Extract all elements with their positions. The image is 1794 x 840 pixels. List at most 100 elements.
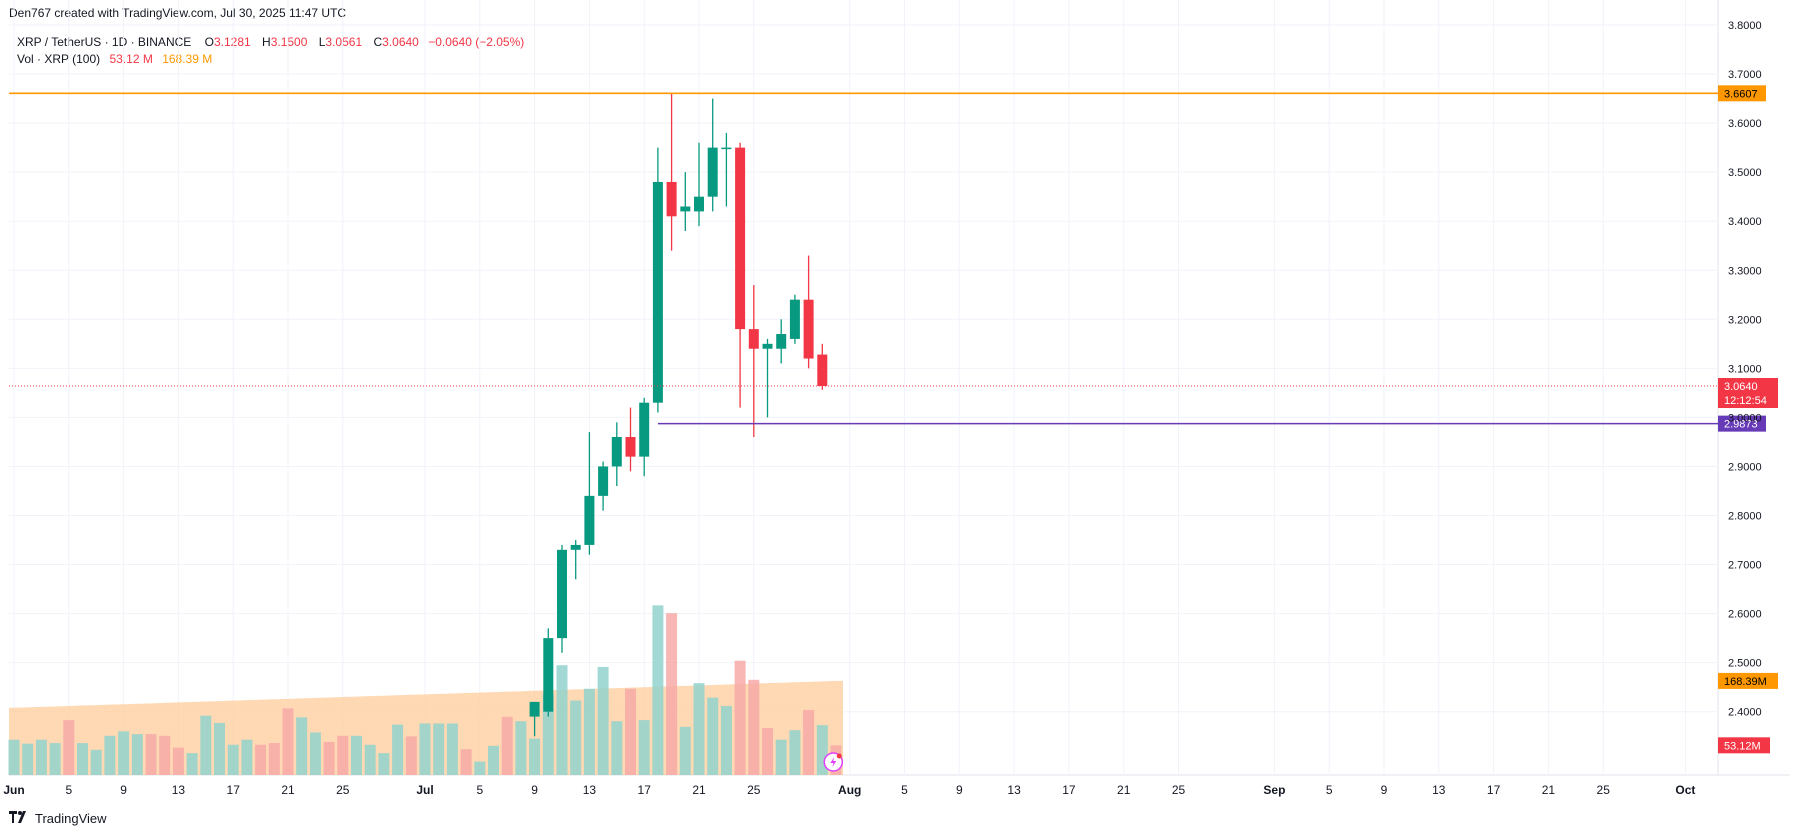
horizontal-lines: 3.6607 2.9873 3.0640 12:12:54 168.39M 53.12M: [9, 85, 1778, 772]
price-chart[interactable]: 3.66072.98733.064012:12:54168.39M53.12M …: [0, 0, 1794, 800]
volume-bar: [309, 732, 321, 775]
volume-bar: [474, 761, 486, 775]
volume-bar: [542, 693, 554, 775]
price-tick-label: 2.5000: [1728, 658, 1762, 670]
volume-bar: [364, 744, 376, 775]
low-value: 3.0561: [325, 35, 363, 49]
volume-bar: [268, 743, 280, 775]
candle-body: [639, 402, 650, 457]
volume-bar: [392, 724, 404, 775]
volume-bar: [8, 739, 20, 775]
time-tick-label: 13: [1007, 783, 1021, 797]
time-tick-label: 17: [1062, 783, 1076, 797]
candle-body: [680, 206, 691, 212]
price-tick-label: 2.8000: [1728, 511, 1762, 523]
candlestick-series: [529, 93, 828, 737]
price-tick-label: 3.6000: [1728, 118, 1762, 130]
time-tick-label: 5: [65, 783, 72, 797]
price-tick-label: 2.6000: [1728, 609, 1762, 621]
volume-bar: [63, 720, 75, 775]
volume-bar: [583, 688, 595, 775]
time-tick-label: Jul: [416, 783, 433, 797]
volume-bar: [488, 745, 499, 775]
price-tick-label: 3.3000: [1728, 265, 1762, 277]
candle-body: [652, 181, 663, 403]
time-tick-label: 25: [336, 783, 350, 797]
volume-bar: [638, 720, 650, 775]
time-tick-label: Sep: [1263, 783, 1285, 797]
candle-body: [707, 147, 718, 197]
volume-bar: [570, 700, 582, 775]
candle-body: [543, 638, 554, 712]
symbol-name[interactable]: XRP / TetherUS · 1D · BINANCE: [17, 35, 192, 49]
volume-bar: [405, 736, 417, 775]
volume-bar: [789, 730, 801, 775]
candle-body: [598, 466, 609, 496]
volume-bar: [693, 683, 705, 775]
time-tick-label: 25: [1172, 783, 1186, 797]
volume-bar: [611, 721, 623, 775]
volume-bar: [775, 739, 787, 775]
lightning-bolt: [830, 757, 837, 767]
volume-bar: [49, 743, 61, 775]
time-tick-label: 21: [1542, 783, 1556, 797]
volume-bar: [214, 722, 225, 775]
time-tick-label: 17: [638, 783, 652, 797]
volume-bar: [77, 743, 88, 775]
resistance-price-label: 3.6607: [1724, 88, 1758, 100]
volume-tag: [1718, 737, 1770, 754]
volume-bar: [22, 743, 34, 775]
volume-bar: [734, 660, 746, 775]
change-value: −0.0640 (−2.05%): [428, 35, 525, 49]
volume-bar: [419, 723, 431, 775]
volume-value: 53.12 M: [109, 52, 153, 66]
candle-body: [557, 549, 567, 639]
volume-bar: [446, 723, 458, 775]
volume-bar: [720, 706, 732, 775]
volume-bar: [255, 744, 267, 775]
volume-bar: [227, 744, 239, 775]
time-tick-label: 25: [1597, 783, 1611, 797]
volume-bar: [803, 710, 815, 775]
time-tick-label: 13: [1432, 783, 1446, 797]
price-tick-label: 3.0000: [1728, 412, 1762, 424]
last-price-tag: [1718, 378, 1778, 409]
price-tick-label: 2.7000: [1728, 560, 1762, 572]
footer-brand: TradingView: [35, 810, 107, 826]
volume-bar: [337, 735, 349, 775]
volume-pane: [8, 605, 843, 775]
resistance-price-tag: [1718, 85, 1766, 102]
volume-bar: [433, 723, 445, 775]
volume-bar: [597, 666, 609, 775]
chart-grid: [9, 0, 1790, 776]
time-tick-label: Oct: [1675, 783, 1695, 797]
volume-bar: [200, 715, 212, 775]
low-label: L: [318, 35, 326, 49]
candle-body: [611, 437, 622, 467]
volume-indicator-name[interactable]: Vol · XRP (100): [17, 52, 101, 66]
symbol-legend: XRP / TetherUS · 1D · BINANCE O3.1281 H3…: [17, 34, 524, 68]
volume-bar: [501, 716, 513, 775]
candle-body: [776, 334, 787, 349]
volume-bar: [707, 697, 719, 775]
candle-body: [721, 147, 732, 150]
price-axis: 3.8000 3.7000 3.6000 3.5000 3.4000 3.3000 3.20…: [1728, 20, 1762, 719]
volume-bar: [296, 717, 308, 775]
time-tick-label: 21: [1117, 783, 1131, 797]
price-legend-row: XRP / TetherUS · 1D · BINANCE O3.1281 H3…: [17, 34, 524, 51]
volume-bar: [460, 749, 472, 775]
time-tick-label: 5: [901, 783, 908, 797]
price-tick-label: 3.2000: [1728, 314, 1762, 326]
volume-ma-tag: [1718, 672, 1778, 689]
volume-bar: [145, 734, 157, 775]
time-tick-label: 25: [747, 783, 761, 797]
support-price-label: 2.9873: [1724, 419, 1758, 431]
chart-attribution: Den767 created with TradingView.com, Jul…: [9, 6, 347, 20]
volume-bar: [118, 731, 130, 775]
volume-bar: [378, 753, 390, 775]
time-axis: Jun 5 9 13 17 21 25 Jul 5 9 13 17 21 25 Aug 5 9 13 17 21 25 S…: [3, 783, 1695, 797]
time-tick-label: Jun: [3, 783, 24, 797]
volume-bar: [679, 726, 691, 775]
volume-bar: [816, 725, 828, 775]
volume-bar: [186, 753, 198, 775]
